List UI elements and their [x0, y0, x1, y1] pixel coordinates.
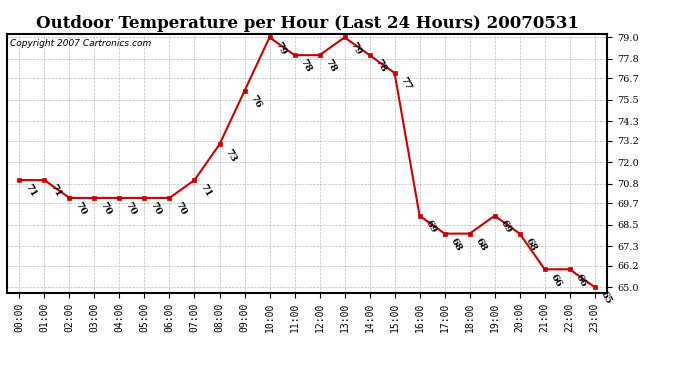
- Text: 78: 78: [374, 58, 388, 74]
- Text: 70: 70: [74, 201, 88, 217]
- Text: 68: 68: [524, 236, 538, 253]
- Text: 77: 77: [399, 76, 413, 92]
- Text: 79: 79: [348, 40, 363, 56]
- Text: 66: 66: [549, 272, 563, 288]
- Text: 71: 71: [48, 183, 63, 199]
- Text: 70: 70: [148, 201, 164, 217]
- Text: 78: 78: [324, 58, 338, 74]
- Text: 65: 65: [599, 290, 613, 306]
- Text: 70: 70: [99, 201, 113, 217]
- Text: 68: 68: [448, 236, 463, 253]
- Text: 70: 70: [124, 201, 138, 217]
- Text: 66: 66: [574, 272, 589, 288]
- Text: 73: 73: [224, 147, 238, 164]
- Text: Copyright 2007 Cartronics.com: Copyright 2007 Cartronics.com: [10, 39, 151, 48]
- Title: Outdoor Temperature per Hour (Last 24 Hours) 20070531: Outdoor Temperature per Hour (Last 24 Ho…: [36, 15, 578, 32]
- Text: 68: 68: [474, 236, 489, 253]
- Text: 69: 69: [424, 219, 438, 235]
- Text: 78: 78: [299, 58, 313, 74]
- Text: 71: 71: [199, 183, 213, 199]
- Text: 71: 71: [23, 183, 38, 199]
- Text: 70: 70: [174, 201, 188, 217]
- Text: 69: 69: [499, 219, 513, 235]
- Text: 79: 79: [274, 40, 288, 56]
- Text: 76: 76: [248, 94, 263, 110]
